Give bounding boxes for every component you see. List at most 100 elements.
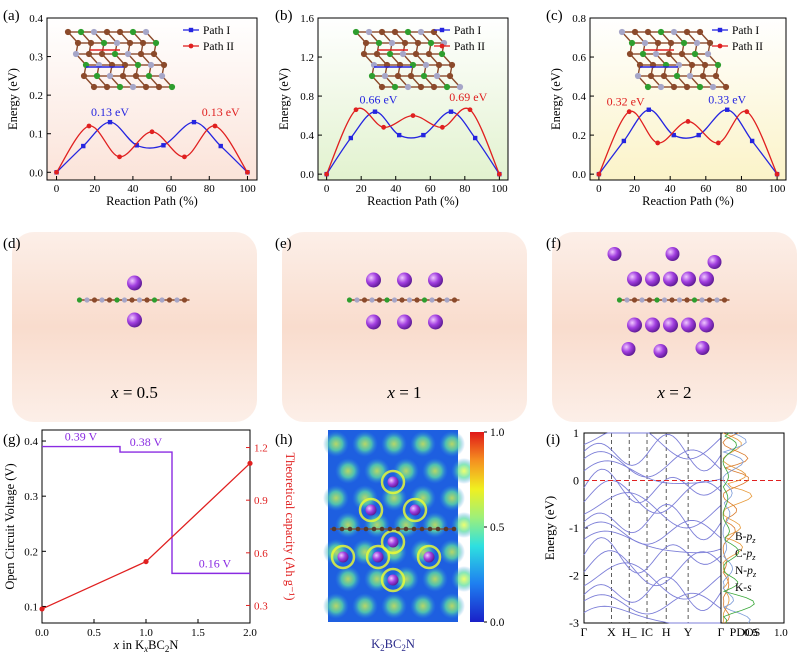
- boron-atom-icon: [168, 83, 176, 91]
- y-tick-label: 0.4: [29, 13, 43, 25]
- path-II-point: [410, 113, 416, 118]
- colorbar: [470, 432, 484, 622]
- density-blob: [410, 485, 436, 511]
- carbon-atom-icon: [80, 72, 88, 80]
- y-tick-label: 0: [573, 474, 579, 488]
- density-ring: [330, 544, 356, 570]
- kpoint-label: Γ: [581, 625, 588, 639]
- x-tick-label: 100: [769, 183, 786, 195]
- carbon-atom-icon: [378, 28, 386, 36]
- potassium-atom-icon: [366, 272, 381, 288]
- carbon-atom-icon: [391, 28, 399, 36]
- nitrogen-atom-icon: [657, 83, 665, 91]
- path-II-point: [467, 107, 473, 113]
- pdos-frame: [720, 432, 785, 624]
- boron-atom-icon: [639, 50, 647, 58]
- legend-entry: Path II: [732, 41, 763, 53]
- nitrogen-atom-icon: [686, 72, 694, 80]
- heatmap-caption: K2BC2N: [371, 637, 415, 653]
- carbon-atom-icon: [644, 28, 652, 36]
- density-blob: [323, 431, 349, 457]
- carbon-atom-icon: [399, 297, 405, 303]
- potassium-atom-icon: [365, 504, 377, 516]
- carbon-atom-icon: [132, 72, 140, 80]
- carbon-atom-icon: [436, 297, 443, 303]
- potassium-atom-icon: [621, 342, 636, 356]
- y-tick-label: 0.4: [572, 91, 586, 103]
- caption-text: BC: [385, 637, 402, 651]
- potassium-atom-icon: [653, 344, 668, 358]
- x-tick-label: 0.5: [87, 627, 101, 639]
- carbon-atom-icon: [139, 39, 147, 47]
- potassium-atom-icon: [387, 574, 399, 586]
- carbon-atom-icon: [451, 526, 457, 532]
- path-II-point: [324, 171, 330, 177]
- path-I-point: [696, 132, 701, 138]
- kpoint-label: Y: [684, 625, 693, 639]
- carbon-atom-icon: [64, 28, 72, 36]
- colorbar-tick-label: 0.5: [490, 522, 505, 534]
- band-lines: [583, 432, 722, 624]
- density-ring: [402, 497, 428, 523]
- potassium-atom-icon: [337, 551, 349, 563]
- boron-atom-icon: [134, 61, 142, 69]
- y-tick-label-right: 0.9: [254, 495, 268, 507]
- caption-value: = 0.5: [119, 383, 158, 402]
- pdos-legend-base: K-: [735, 582, 747, 594]
- density-blob: [335, 566, 361, 592]
- barrier-annotation: 0.32 eV: [607, 95, 645, 109]
- legend-entry: Path II: [454, 41, 485, 53]
- nitrogen-atom-icon: [369, 297, 375, 303]
- carbon-atom-icon: [683, 83, 691, 91]
- carbon-atom-icon: [660, 72, 668, 80]
- y-axis-label-right: Theoretical capacity (Ah g⁻¹): [283, 452, 297, 600]
- path-II-point: [596, 171, 602, 177]
- energy-panel-b: (b) 0 20 40 60 80 100 0.0 0.4 0.8 1.2 1.6 Reaction P…: [275, 8, 509, 208]
- carbon-atom-icon: [443, 526, 449, 532]
- x-axis-label: Reaction Path (%): [367, 194, 459, 208]
- carbon-atom-icon: [126, 39, 134, 47]
- panel-label: (a): [3, 8, 20, 24]
- y-tick-label: -1: [569, 521, 579, 535]
- boron-atom-icon: [421, 297, 428, 303]
- path-II-point: [381, 124, 387, 130]
- barrier-annotation: 0.69 eV: [449, 90, 487, 104]
- path-I-point: [191, 119, 197, 125]
- carbon-atom-icon: [376, 297, 383, 303]
- carbon-atom-icon: [90, 83, 98, 91]
- y-axis-label: Energy (eV): [542, 496, 557, 560]
- carbon-atom-icon: [411, 526, 417, 532]
- carbon-atom-icon: [339, 526, 345, 532]
- carbon-atom-icon: [361, 297, 368, 303]
- x-tick-label: 100: [491, 183, 508, 195]
- nitrogen-atom-icon: [90, 28, 98, 36]
- x-axis-label: x in KxBC2N: [113, 638, 179, 654]
- nitrogen-atom-icon: [404, 83, 412, 91]
- path-II-point: [117, 154, 122, 160]
- carbon-atom-icon: [403, 526, 409, 532]
- nitrogen-atom-icon: [106, 72, 114, 80]
- path-I-curve: [598, 109, 778, 175]
- path-II-point: [212, 123, 218, 129]
- carbon-atom-icon: [417, 83, 425, 91]
- caption-text: N: [406, 637, 415, 651]
- carbon-atom-icon: [407, 72, 415, 80]
- carbon-atom-icon: [378, 83, 386, 91]
- lattice-structure: [352, 28, 464, 91]
- band-line: [583, 530, 722, 554]
- boron-atom-icon: [404, 28, 412, 36]
- path-II-point: [655, 140, 661, 146]
- boron-atom-icon: [77, 28, 85, 36]
- structure-panel-f: (f) x = 2: [546, 232, 797, 422]
- carbon-atom-icon: [98, 50, 106, 58]
- carbon-atom-icon: [722, 83, 730, 91]
- boron-atom-icon: [628, 39, 636, 47]
- path-II-point: [496, 171, 502, 177]
- carbon-atom-icon: [155, 83, 163, 91]
- composition-caption: x = 1: [386, 383, 421, 402]
- nitrogen-atom-icon: [444, 297, 450, 303]
- path-I-point: [372, 109, 378, 114]
- legend-marker: [439, 43, 445, 49]
- caption-sub: 2: [401, 643, 406, 653]
